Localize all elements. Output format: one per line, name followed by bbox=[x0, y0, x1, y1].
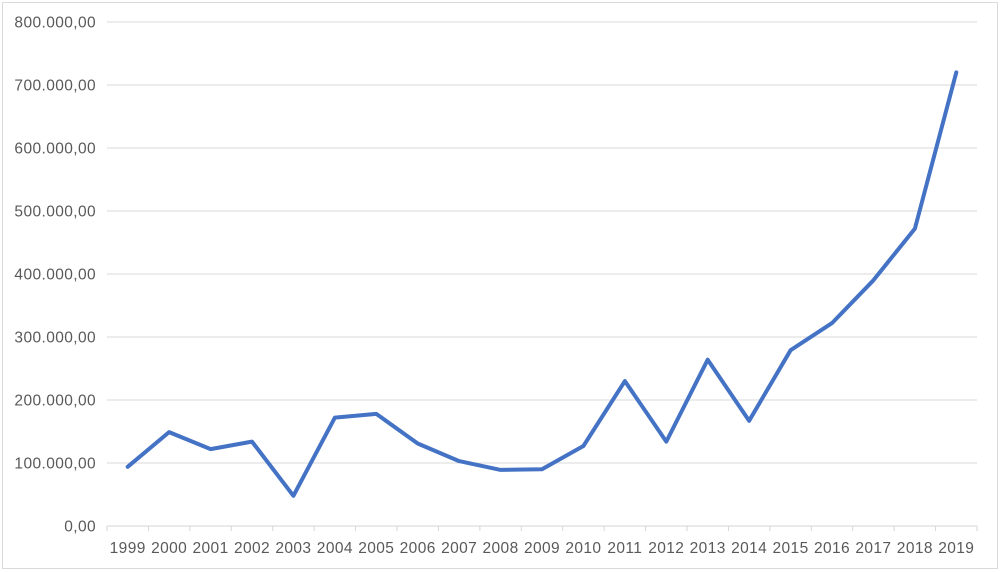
x-axis-tick-label: 2011 bbox=[607, 540, 642, 557]
x-axis-tick-label: 2004 bbox=[317, 540, 353, 557]
y-axis-tick-label: 800.000,00 bbox=[14, 15, 96, 32]
x-axis-tick-label: 2015 bbox=[773, 540, 809, 557]
x-axis-tick-label: 2002 bbox=[234, 540, 270, 557]
y-axis-tick-label: 100.000,00 bbox=[14, 456, 96, 473]
y-axis-tick-label: 500.000,00 bbox=[14, 204, 96, 221]
x-axis-tick-label: 2010 bbox=[565, 540, 601, 557]
y-axis-tick-label: 300.000,00 bbox=[14, 330, 96, 347]
x-axis-tick-label: 2003 bbox=[275, 540, 311, 557]
x-axis-tick-label: 1999 bbox=[110, 540, 146, 557]
x-axis-tick-label: 2018 bbox=[897, 540, 933, 557]
x-axis-tick-label: 2001 bbox=[193, 540, 229, 557]
y-axis-tick-label: 700.000,00 bbox=[14, 78, 96, 95]
x-axis-tick-label: 2014 bbox=[731, 540, 767, 557]
x-axis-tick-label: 2017 bbox=[855, 540, 891, 557]
y-axis-tick-label: 600.000,00 bbox=[14, 141, 96, 158]
x-axis-tick-label: 2008 bbox=[483, 540, 519, 557]
x-axis-tick-label: 2016 bbox=[814, 540, 850, 557]
x-axis-tick-label: 2013 bbox=[690, 540, 726, 557]
y-axis-tick-label: 200.000,00 bbox=[14, 393, 96, 410]
x-axis-tick-label: 2000 bbox=[151, 540, 187, 557]
x-axis-tick-label: 2005 bbox=[358, 540, 394, 557]
x-axis-tick-label: 2019 bbox=[938, 540, 974, 557]
x-axis-tick-label: 2006 bbox=[400, 540, 436, 557]
x-axis-tick-label: 2007 bbox=[441, 540, 477, 557]
x-axis-tick-label: 2012 bbox=[648, 540, 684, 557]
x-axis-tick-label: 2009 bbox=[524, 540, 560, 557]
y-axis-tick-label: 400.000,00 bbox=[14, 267, 96, 284]
data-series-line bbox=[125, 70, 959, 498]
y-axis-tick-label: 0,00 bbox=[64, 519, 96, 536]
